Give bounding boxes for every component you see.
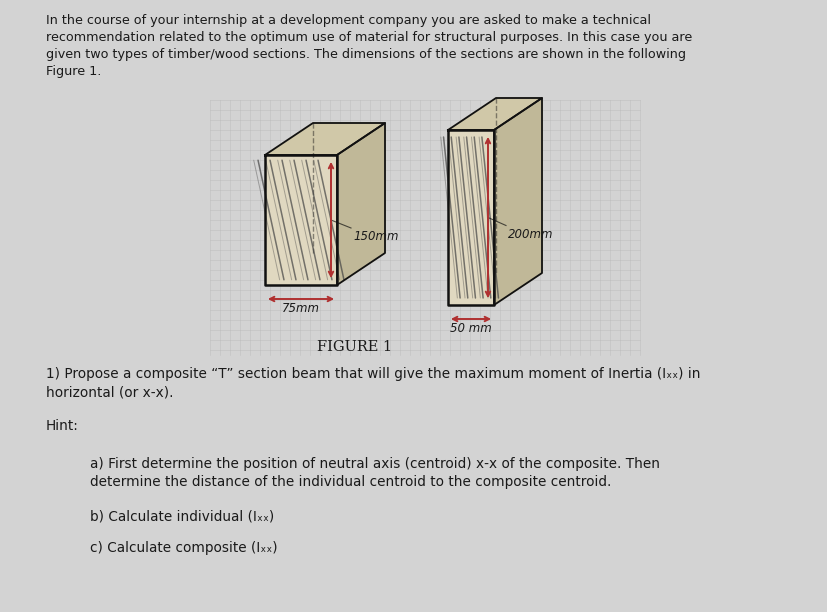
Polygon shape bbox=[447, 98, 542, 130]
Text: horizontal (or x-x).: horizontal (or x-x). bbox=[46, 385, 174, 399]
Text: a) First determine the position of neutral axis (centroid) x-x of the composite.: a) First determine the position of neutr… bbox=[90, 457, 659, 471]
Text: recommendation related to the optimum use of material for structural purposes. I: recommendation related to the optimum us… bbox=[46, 31, 691, 44]
Text: determine the distance of the individual centroid to the composite centroid.: determine the distance of the individual… bbox=[90, 475, 610, 489]
Polygon shape bbox=[494, 98, 542, 305]
Text: given two types of timber/wood sections. The dimensions of the sections are show: given two types of timber/wood sections.… bbox=[46, 48, 686, 61]
Polygon shape bbox=[265, 123, 385, 155]
Polygon shape bbox=[337, 123, 385, 285]
Text: 50 mm: 50 mm bbox=[450, 322, 491, 335]
Text: b) Calculate individual (Iₓₓ): b) Calculate individual (Iₓₓ) bbox=[90, 509, 274, 523]
Text: 75mm: 75mm bbox=[282, 302, 319, 315]
Text: 200mm: 200mm bbox=[508, 228, 552, 241]
Text: Figure 1.: Figure 1. bbox=[46, 65, 101, 78]
Polygon shape bbox=[447, 130, 494, 305]
Text: 1) Propose a composite “T” section beam that will give the maximum moment of Ine: 1) Propose a composite “T” section beam … bbox=[46, 367, 700, 381]
Text: c) Calculate composite (Iₓₓ): c) Calculate composite (Iₓₓ) bbox=[90, 541, 277, 555]
Text: FIGURE 1: FIGURE 1 bbox=[317, 340, 392, 354]
Text: Hint:: Hint: bbox=[46, 419, 79, 433]
Text: In the course of your internship at a development company you are asked to make : In the course of your internship at a de… bbox=[46, 14, 650, 27]
Polygon shape bbox=[265, 155, 337, 285]
Text: 150mm: 150mm bbox=[352, 230, 398, 243]
